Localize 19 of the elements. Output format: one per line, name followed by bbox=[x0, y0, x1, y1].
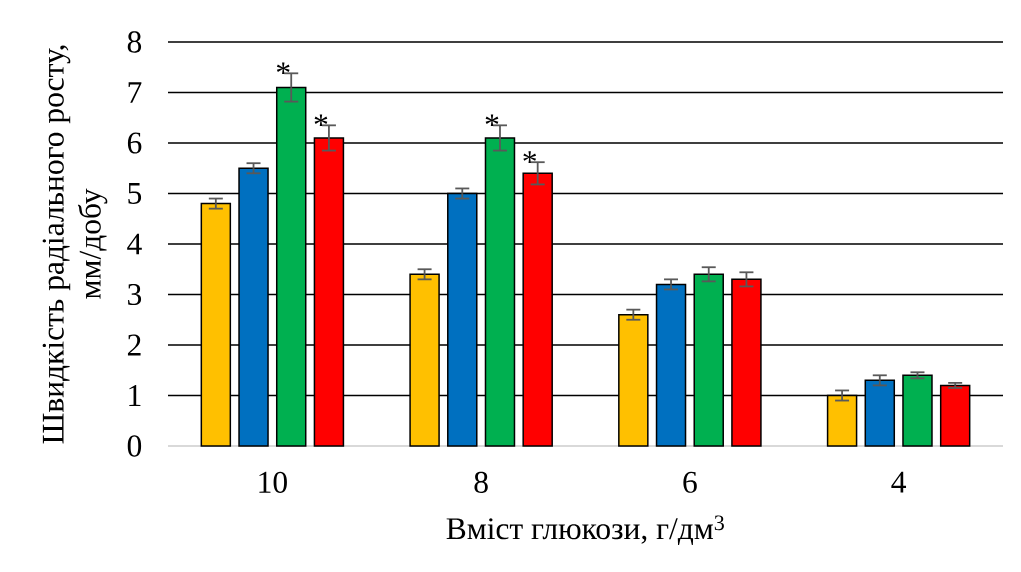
x-axis-title: Вміст глюкози, г/дм$^{3}$ bbox=[446, 515, 724, 546]
y-tick-label: 1 bbox=[129, 385, 141, 406]
y-tick-label: 7 bbox=[128, 82, 142, 103]
y-tick-label: 8 bbox=[127, 31, 142, 53]
annotation: * bbox=[314, 114, 328, 127]
y-tick-label: 4 bbox=[127, 233, 142, 255]
x-tick-label: 6 bbox=[683, 471, 697, 493]
annotation: * bbox=[485, 114, 499, 127]
y-axis-title: Швидкість радіального росту, мм/добу bbox=[42, 45, 108, 444]
annotation: * bbox=[523, 151, 537, 163]
y-tick-label: 3 bbox=[128, 283, 142, 306]
annotation: * bbox=[276, 62, 290, 75]
x-tick-label: 10 bbox=[259, 471, 287, 493]
y-tick-label: 0 bbox=[127, 435, 142, 457]
y-tick-label: 2 bbox=[127, 334, 141, 356]
x-tick-label: 4 bbox=[891, 471, 907, 493]
y-tick-label: 5 bbox=[128, 183, 142, 204]
y-tick-label: 6 bbox=[127, 132, 142, 154]
x-tick-label: 8 bbox=[474, 471, 488, 493]
